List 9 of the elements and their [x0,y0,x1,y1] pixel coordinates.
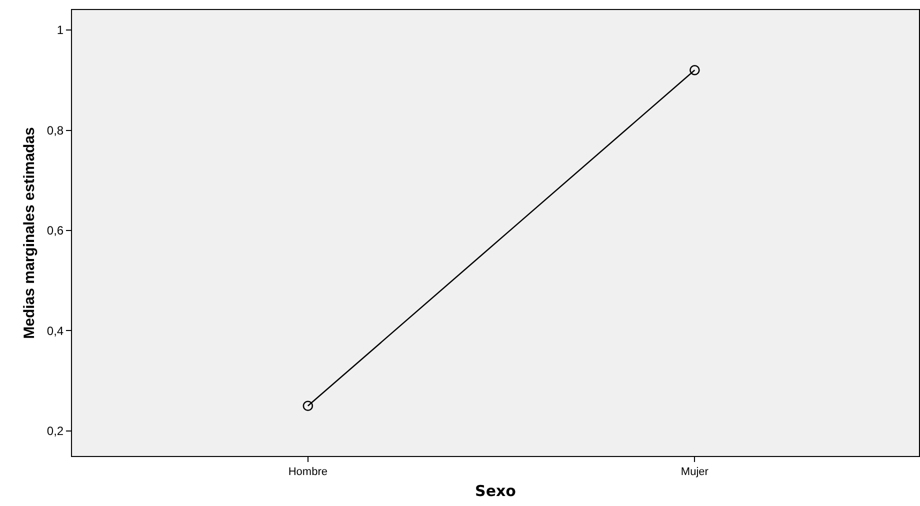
x-tick-label: Hombre [288,466,328,478]
y-tick-label: 0,4 [46,324,64,338]
x-axis-title: Sexo [475,482,516,500]
y-axis-title: Medias marginales estimadas [21,127,38,339]
x-tick-label: Mujer [680,466,709,478]
y-tick-label: 0,6 [46,224,64,238]
y-tick-label: 0,2 [46,424,64,438]
y-tick-label: 0,8 [46,123,64,138]
y-tick-label: 1 [56,23,64,38]
